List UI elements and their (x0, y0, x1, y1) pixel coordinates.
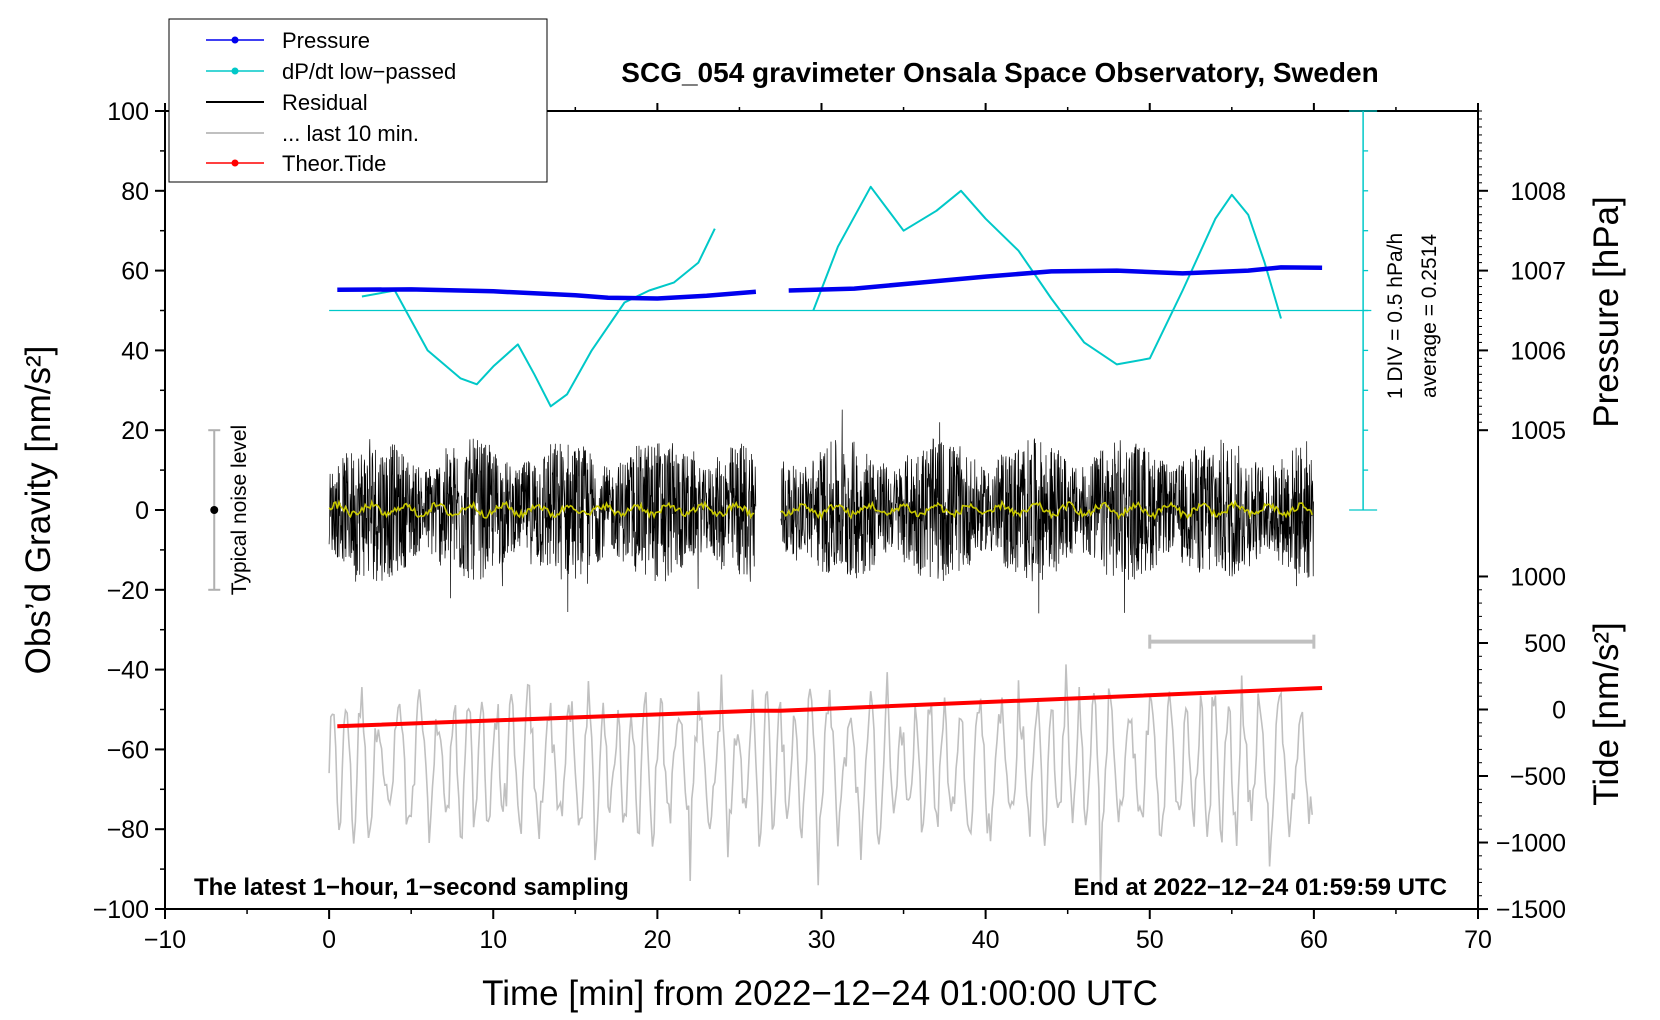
pressure-tick-label: 1005 (1510, 417, 1566, 445)
legend-marker-pressure (231, 36, 239, 44)
y-tick-label: 0 (135, 497, 149, 525)
x-tick-label: 10 (479, 926, 507, 954)
legend-label-tide: Theor.Tide (282, 151, 386, 176)
residual-trace (328, 409, 1314, 614)
y-axis-title-tide: Tide [nm/s²] (1587, 622, 1626, 805)
pressure-tick-label: 1007 (1510, 258, 1566, 286)
annotation-bottom-right: End at 2022−12−24 01:59:59 UTC (1073, 874, 1447, 901)
x-tick-label: 30 (808, 926, 836, 954)
x-tick-label: 50 (1136, 926, 1164, 954)
x-tick-label: 60 (1300, 926, 1328, 954)
dpdt-trace-part1 (361, 228, 716, 408)
legend-label-pressure: Pressure (282, 28, 370, 53)
y-tick-label: 60 (121, 258, 149, 286)
overlay-layer (208, 110, 1378, 649)
tide-tick-label: 1000 (1510, 563, 1566, 591)
x-tick-label: −10 (144, 926, 186, 954)
tide-tick-label: −1500 (1496, 896, 1566, 924)
y-tick-label: 80 (121, 178, 149, 206)
y-tick-label: −40 (107, 657, 149, 685)
tide-trace (337, 686, 1323, 729)
pressure-trace (337, 265, 1323, 301)
residual-lowpass-trace (328, 499, 1313, 521)
y-axis-title-pressure: Pressure [hPa] (1587, 196, 1626, 428)
legend-label-dpdt: dP/dt low−passed (282, 59, 456, 84)
y-tick-label: −80 (107, 816, 149, 844)
tide-tick-label: 500 (1524, 630, 1566, 658)
series-layer (328, 185, 1323, 887)
y-tick-label: −100 (93, 896, 149, 924)
y-tick-label: 40 (121, 337, 149, 365)
chart-title: SCG_054 gravimeter Onsala Space Observat… (621, 57, 1378, 88)
dpdt-scale-label: 1 DIV = 0.5 hPa/h (1384, 233, 1407, 399)
dpdt-average-label: average = 0.2514 (1418, 234, 1441, 398)
legend-label-last10: ... last 10 min. (282, 121, 419, 146)
y-axis-title-left: Obs’d Gravity [nm/s²] (19, 346, 58, 675)
last-10-min-trace (328, 664, 1313, 887)
tide-tick-label: −500 (1510, 763, 1566, 791)
legend-marker-tide (231, 159, 239, 167)
x-tick-label: 40 (972, 926, 1000, 954)
x-tick-label: 70 (1464, 926, 1492, 954)
dpdt-trace-part2 (812, 185, 1282, 366)
noise-level-dot (210, 506, 219, 514)
y-tick-label: 20 (121, 417, 149, 445)
x-axis-title: Time [min] from 2022−12−24 01:00:00 UTC (482, 974, 1158, 1013)
x-tick-label: 0 (322, 926, 336, 954)
y-tick-label: −20 (107, 577, 149, 605)
legend-box (168, 18, 548, 183)
legend-label-residual: Residual (282, 90, 368, 115)
y-tick-label: −60 (107, 736, 149, 764)
tide-tick-label: −1000 (1496, 830, 1566, 858)
x-tick-label: 20 (643, 926, 671, 954)
y-tick-label: 100 (107, 98, 149, 126)
tick-layer: −10 0 10 20 30 40 50 60 70100806040200−20−40−60−… (93, 98, 1566, 954)
pressure-tick-label: 1006 (1510, 337, 1566, 365)
legend: Pressure dP/dt low−passed Residual ... l… (168, 18, 548, 183)
tide-tick-label: 0 (1552, 697, 1566, 725)
annotation-bottom-left: The latest 1−hour, 1−second sampling (194, 874, 629, 901)
legend-marker-dpdt (231, 67, 239, 75)
noise-level-label: Typical noise level (228, 425, 251, 595)
pressure-tick-label: 1008 (1510, 178, 1566, 206)
